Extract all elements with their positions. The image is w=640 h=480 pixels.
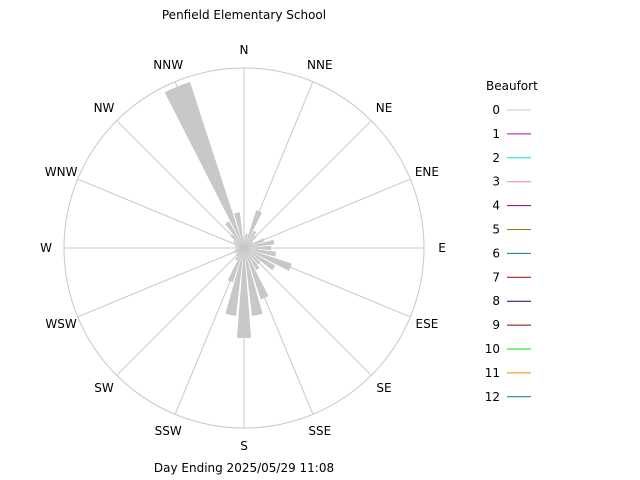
legend-label-10: 10 bbox=[485, 342, 500, 356]
wind-bar bbox=[164, 81, 244, 249]
legend-label-11: 11 bbox=[485, 366, 500, 380]
direction-label-n: N bbox=[240, 43, 249, 57]
direction-label-ssw: SSW bbox=[155, 424, 182, 438]
legend-label-1: 1 bbox=[492, 127, 500, 141]
direction-label-ne: NE bbox=[376, 101, 393, 115]
legend-label-4: 4 bbox=[492, 199, 500, 213]
direction-label-e: E bbox=[438, 241, 446, 255]
direction-label-wnw: WNW bbox=[45, 165, 78, 179]
chart-footer: Day Ending 2025/05/29 11:08 bbox=[154, 461, 334, 475]
direction-label-ene: ENE bbox=[415, 165, 439, 179]
wind-bar bbox=[244, 238, 265, 248]
legend-label-12: 12 bbox=[485, 390, 500, 404]
wind-bar bbox=[225, 248, 244, 316]
direction-label-se: SE bbox=[376, 381, 391, 395]
direction-label-ese: ESE bbox=[416, 317, 439, 331]
direction-labels: N NNE NE ENE E ESE SE SSE S SSW SW WSW W WNW NW NNW bbox=[40, 43, 446, 453]
direction-label-w: W bbox=[40, 241, 52, 255]
legend-label-6: 6 bbox=[492, 246, 500, 260]
direction-label-nne: NNE bbox=[307, 58, 333, 72]
wind-bar bbox=[236, 248, 244, 254]
wind-bar bbox=[233, 240, 244, 248]
wind-bar bbox=[244, 210, 262, 248]
wind-bar bbox=[234, 212, 244, 248]
wind-bar bbox=[235, 248, 244, 257]
wind-bar bbox=[244, 248, 260, 270]
direction-label-nnw: NNW bbox=[153, 58, 183, 72]
wind-bar bbox=[235, 245, 244, 248]
wind-bar bbox=[235, 248, 244, 251]
legend-label-7: 7 bbox=[492, 270, 500, 284]
direction-label-s: S bbox=[240, 439, 248, 453]
spoke-se bbox=[243, 247, 372, 376]
wind-bar bbox=[225, 221, 244, 248]
wind-bar bbox=[244, 235, 257, 248]
wind-bar bbox=[244, 241, 254, 248]
direction-label-nw: NW bbox=[94, 101, 115, 115]
spoke-wnw bbox=[77, 178, 245, 249]
wind-bar bbox=[244, 248, 261, 265]
wind-bar bbox=[244, 230, 257, 248]
wind-bar bbox=[244, 248, 269, 300]
spoke-ene bbox=[243, 178, 411, 249]
spoke-wsw bbox=[77, 247, 245, 318]
legend-label-9: 9 bbox=[492, 318, 500, 332]
wind-bar bbox=[244, 248, 263, 316]
legend-label-2: 2 bbox=[492, 151, 500, 165]
spoke-ne bbox=[243, 120, 372, 249]
wind-bar bbox=[244, 248, 276, 271]
wind-bar bbox=[233, 243, 244, 248]
wind-bar bbox=[244, 248, 292, 271]
plot-area: N NNE NE ENE E ESE SE SSE S SSW SW WSW W WNW NW NNW bbox=[40, 43, 446, 453]
legend-label-5: 5 bbox=[492, 223, 500, 237]
chart-title: Penfield Elementary School bbox=[162, 8, 326, 22]
legend-label-3: 3 bbox=[492, 175, 500, 189]
direction-label-sse: SSE bbox=[308, 424, 331, 438]
wind-bar bbox=[230, 234, 244, 248]
legend-label-8: 8 bbox=[492, 294, 500, 308]
wind-bar bbox=[244, 248, 277, 257]
wind-bar bbox=[244, 233, 248, 248]
wind-bar bbox=[234, 247, 244, 249]
wind-bars bbox=[164, 81, 292, 338]
wind-bar bbox=[227, 248, 244, 283]
wind-bar bbox=[244, 239, 275, 248]
wind-bar bbox=[236, 248, 252, 338]
spoke-nw bbox=[116, 120, 245, 249]
wind-bar bbox=[233, 248, 244, 253]
wind-bar bbox=[243, 237, 245, 248]
spoke-sw bbox=[116, 247, 245, 376]
legend-title: Beaufort bbox=[486, 79, 538, 93]
legend-label-0: 0 bbox=[492, 103, 500, 117]
direction-label-sw: SW bbox=[94, 381, 114, 395]
wind-bar bbox=[244, 245, 271, 251]
direction-label-wsw: WSW bbox=[45, 317, 76, 331]
wind-bar bbox=[235, 248, 244, 261]
